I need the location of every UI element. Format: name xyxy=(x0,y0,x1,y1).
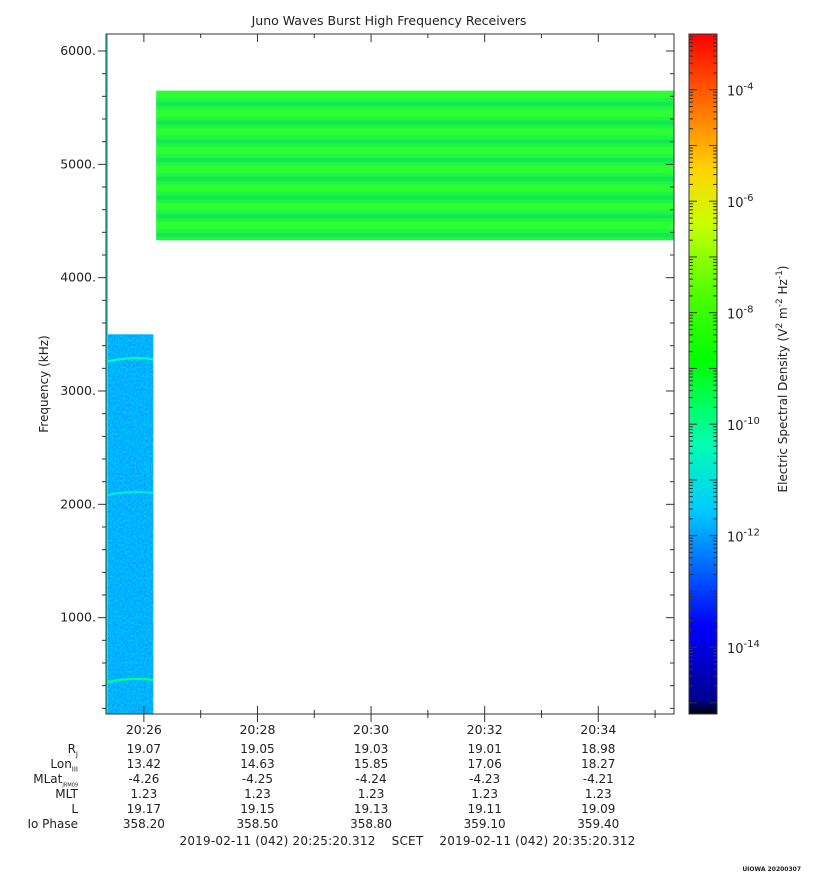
x-tick-label: 20:34 xyxy=(580,722,616,737)
colorbar-tick-label: 10-10 xyxy=(727,416,760,434)
ephemeris-value: 18.98 xyxy=(581,742,616,756)
ephemeris-value: -4.21 xyxy=(582,772,614,786)
colorbar-tick-label: 10-4 xyxy=(727,82,754,100)
x-tick-label: 20:28 xyxy=(239,722,275,737)
chart-title: Juno Waves Burst High Frequency Receiver… xyxy=(251,13,527,28)
emission-line-2 xyxy=(107,490,154,497)
ephemeris-row-label: LonIII xyxy=(50,757,78,774)
scet-range: 2019-02-11 (042) 20:25:20.312 SCET 2019-… xyxy=(0,834,815,848)
ephemeris-value: 358.80 xyxy=(350,817,393,831)
ephemeris-value: 358.20 xyxy=(122,817,165,831)
scet-end: 2019-02-11 (042) 20:35:20.312 xyxy=(439,834,636,848)
ephemeris-value: 19.07 xyxy=(126,742,162,756)
ephemeris-value: 19.01 xyxy=(467,742,502,756)
colorbar-tick-label: 10-6 xyxy=(727,193,754,211)
plot-frame xyxy=(105,33,675,715)
spectrogram-plot xyxy=(106,34,674,714)
scet-label: SCET xyxy=(391,834,424,848)
ephemeris-value: 19.11 xyxy=(467,802,502,816)
ephemeris-row-label: Io Phase xyxy=(27,817,78,831)
ephemeris-value: 15.85 xyxy=(353,757,389,771)
colorbar-tick-label: 10-8 xyxy=(727,305,754,323)
emission-line-3 xyxy=(107,357,154,363)
ephemeris-value: -4.24 xyxy=(355,772,387,786)
ephemeris-value: -4.26 xyxy=(128,772,160,786)
spectrogram-block-1 xyxy=(106,34,108,714)
ephemeris-value: -4.23 xyxy=(469,772,501,786)
y-tick-label: 4000. xyxy=(60,270,96,285)
x-tick-label: 20:32 xyxy=(467,722,503,737)
ephemeris-value: 1.23 xyxy=(357,787,385,801)
ephemeris-value: 14.63 xyxy=(240,757,275,771)
ephemeris-value: 19.09 xyxy=(581,802,616,816)
spectrogram-block-3 xyxy=(156,90,674,241)
spectrogram-block-2-texture xyxy=(107,334,154,714)
ephemeris-value: -4.25 xyxy=(241,772,273,786)
emission-line-1 xyxy=(107,677,154,684)
ephemeris-row-label: MLatJRM09 xyxy=(33,772,78,789)
ephemeris-value: 358.50 xyxy=(236,817,279,831)
ephemeris-value: 1.23 xyxy=(130,787,158,801)
ephemeris-row-label: MLT xyxy=(55,787,78,801)
x-tick-label: 20:30 xyxy=(353,722,389,737)
spectrogram-axes: 1000. 2000. 3000. 4000. 5000. 6000. Frequency … xyxy=(37,33,675,737)
y-tick-label: 2000. xyxy=(60,496,96,511)
y-tick-label: 3000. xyxy=(60,383,96,398)
ephemeris-value: 1.23 xyxy=(471,787,499,801)
y-tick-label: 5000. xyxy=(60,156,96,171)
colorbar-tick-label: 10-12 xyxy=(727,528,760,546)
ephemeris-value: 13.42 xyxy=(126,757,162,771)
ephemeris-value: 18.27 xyxy=(581,757,616,771)
ephemeris-value: 19.13 xyxy=(353,802,389,816)
ephemeris-value: 359.10 xyxy=(463,817,506,831)
ephemeris-value: 359.40 xyxy=(577,817,620,831)
x-tick-label: 20:26 xyxy=(126,722,162,737)
ephemeris-row-label: L xyxy=(71,802,78,816)
ephemeris-value: 17.06 xyxy=(467,757,502,771)
colorbar-gradient xyxy=(688,33,718,715)
scet-start: 2019-02-11 (042) 20:25:20.312 xyxy=(179,834,376,848)
ephemeris-value: 1.23 xyxy=(244,787,271,801)
credit-stamp: UIOWA 20200307 xyxy=(742,866,801,873)
ephemeris-value: 19.03 xyxy=(353,742,389,756)
colorbar-tick-label: 10-14 xyxy=(727,639,760,657)
ephemeris-value: 19.05 xyxy=(240,742,275,756)
y-tick-label: 6000. xyxy=(60,43,96,58)
colorbar-label: Electric Spectral Density (V2 m-2 Hz-1) xyxy=(775,265,790,492)
y-axis-label: Frequency (kHz) xyxy=(37,335,51,432)
ephemeris-value: 1.23 xyxy=(584,787,612,801)
ephemeris-value: 19.15 xyxy=(240,802,275,816)
y-tick-label: 1000. xyxy=(60,610,96,625)
ephemeris-row-label: RJ xyxy=(67,742,78,759)
colorbar: 10-4 10-6 10-8 10-10 10-12 10-14 Electric Spec… xyxy=(688,33,790,715)
ephemeris-value: 19.17 xyxy=(126,802,162,816)
